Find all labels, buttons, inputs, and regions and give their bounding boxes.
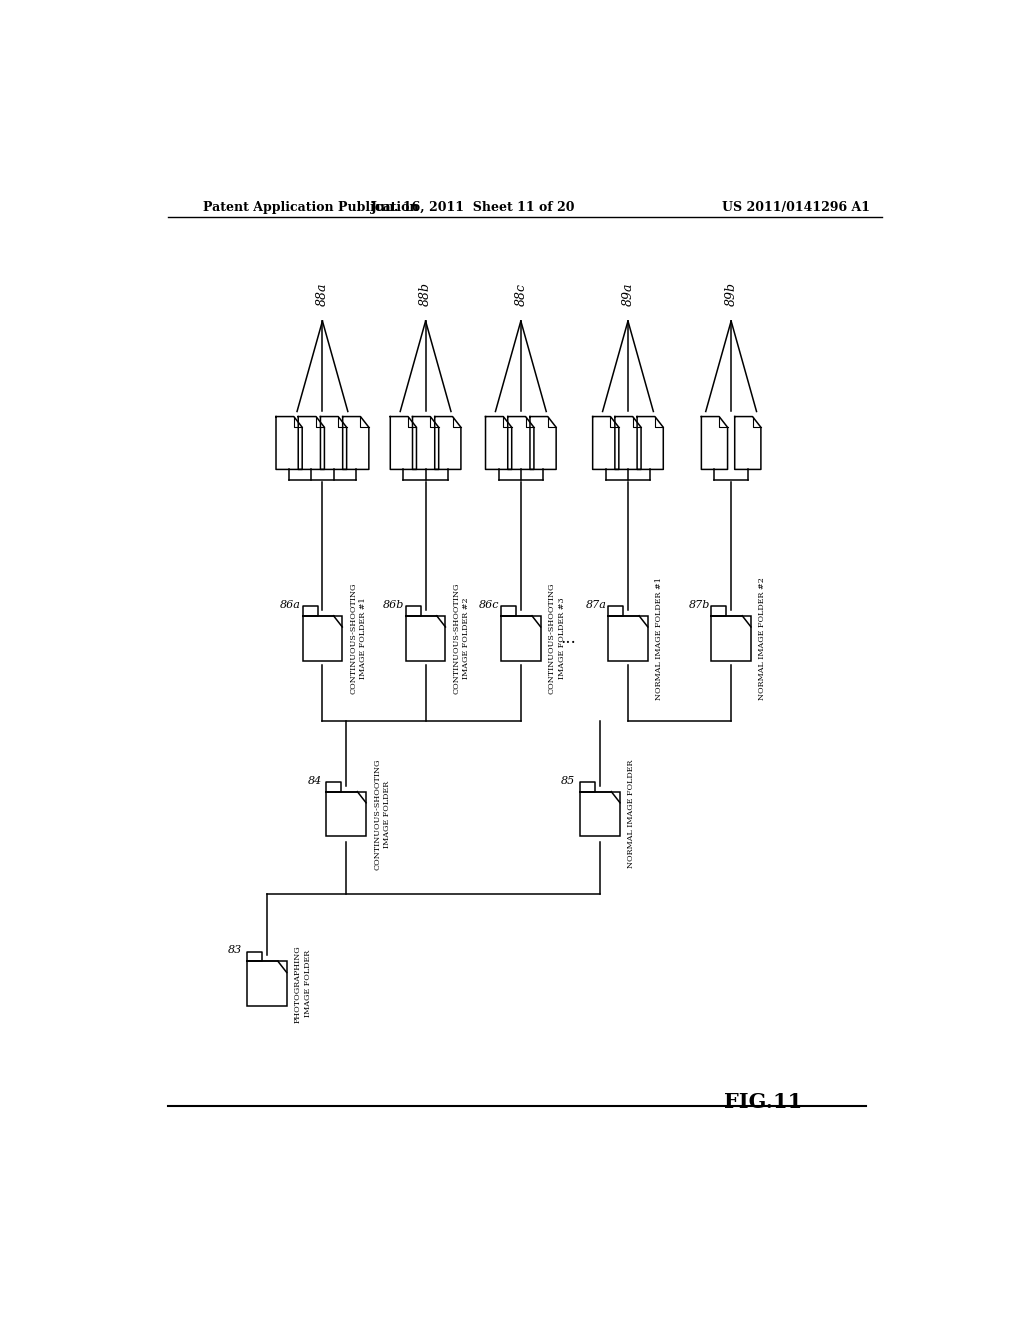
Text: FIG.11: FIG.11	[724, 1092, 802, 1111]
Text: 89a: 89a	[622, 282, 635, 306]
Text: PHOTOGRAPHING
IMAGE FOLDER: PHOTOGRAPHING IMAGE FOLDER	[294, 945, 311, 1023]
Text: 85: 85	[561, 776, 575, 785]
Text: 87b: 87b	[689, 599, 710, 610]
Text: 89b: 89b	[725, 281, 737, 306]
Text: 86c: 86c	[479, 599, 500, 610]
Bar	[608, 615, 648, 660]
Text: Jun. 16, 2011  Sheet 11 of 20: Jun. 16, 2011 Sheet 11 of 20	[371, 201, 575, 214]
Text: 83: 83	[228, 945, 243, 956]
Text: 86a: 86a	[281, 599, 301, 610]
Text: ...: ...	[560, 630, 575, 647]
Text: CONTINUOUS-SHOOTING
IMAGE FOLDER #1: CONTINUOUS-SHOOTING IMAGE FOLDER #1	[349, 582, 368, 694]
Bar	[327, 792, 367, 837]
Text: CONTINUOUS-SHOOTING
IMAGE FOLDER #2: CONTINUOUS-SHOOTING IMAGE FOLDER #2	[453, 582, 470, 694]
Bar	[406, 615, 445, 660]
Text: 88c: 88c	[514, 282, 527, 306]
Text: CONTINUOUS-SHOOTING
IMAGE FOLDER: CONTINUOUS-SHOOTING IMAGE FOLDER	[373, 758, 391, 870]
Bar	[247, 961, 287, 1006]
Text: US 2011/0141296 A1: US 2011/0141296 A1	[722, 201, 870, 214]
Text: NORMAL IMAGE FOLDER: NORMAL IMAGE FOLDER	[627, 760, 635, 869]
Bar	[303, 615, 342, 660]
Text: 88b: 88b	[419, 281, 432, 306]
Text: Patent Application Publication: Patent Application Publication	[204, 201, 419, 214]
Text: 88a: 88a	[316, 282, 329, 306]
Bar	[712, 615, 751, 660]
Text: NORMAL IMAGE FOLDER #2: NORMAL IMAGE FOLDER #2	[758, 577, 766, 700]
Bar	[501, 615, 541, 660]
Bar	[581, 792, 621, 837]
Text: 87a: 87a	[586, 599, 606, 610]
Text: 86b: 86b	[383, 599, 404, 610]
Text: 84: 84	[307, 776, 322, 785]
Text: CONTINUOUS-SHOOTING
IMAGE FOLDER #3: CONTINUOUS-SHOOTING IMAGE FOLDER #3	[548, 582, 565, 694]
Text: NORMAL IMAGE FOLDER #1: NORMAL IMAGE FOLDER #1	[655, 577, 663, 700]
